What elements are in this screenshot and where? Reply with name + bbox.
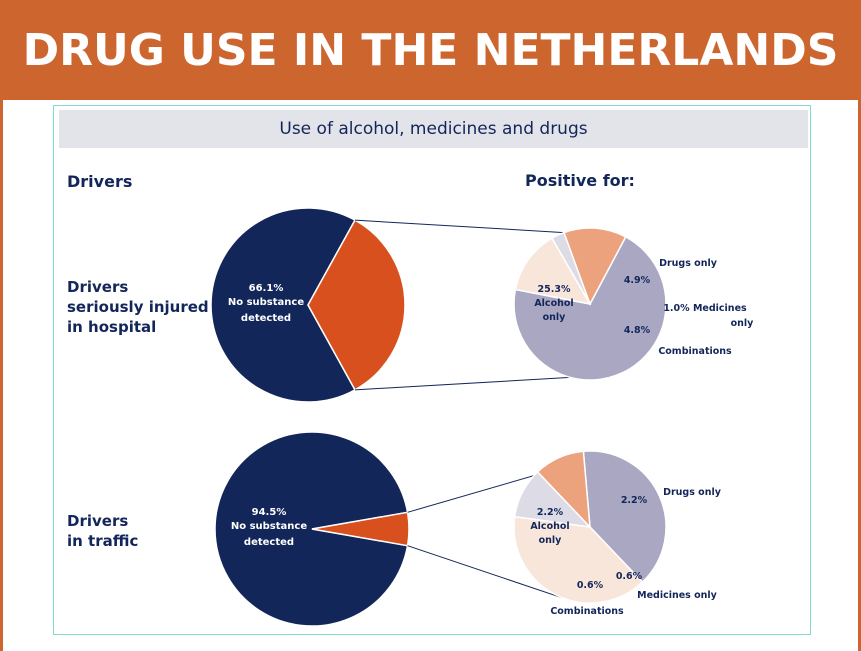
slice-label: Drugs only	[663, 487, 722, 498]
drivers-heading: Drivers	[67, 172, 133, 191]
data-label: 0.6%	[616, 571, 643, 582]
pie-slice-no-substance	[210, 207, 357, 403]
slice-label: only	[731, 318, 755, 329]
connector-line	[407, 545, 565, 599]
pie-slice-no-substance	[214, 431, 409, 627]
data-label: 66.1%	[249, 283, 284, 294]
row-label-line: in hospital	[67, 318, 157, 336]
chart-header-band	[59, 110, 808, 148]
slice-label: Combinations	[658, 346, 732, 357]
slice-label: Medicines only	[637, 590, 718, 601]
data-label: 4.8%	[624, 325, 651, 336]
data-label: 2.2% Alcohol only	[530, 507, 569, 546]
breakdown-slice	[563, 227, 627, 306]
data-label: 4.9%	[624, 275, 651, 286]
breakdown-slice	[514, 237, 592, 306]
left-border	[0, 100, 3, 651]
row-label-traffic: Drivers in traffic	[67, 511, 138, 551]
right-border	[858, 100, 861, 651]
row-label-hospital: Drivers seriously injured in hospital	[67, 277, 209, 337]
slice-label: No substance detected	[231, 521, 307, 548]
positive-for-heading: Positive for:	[525, 171, 635, 190]
slice-label: Combinations	[550, 606, 624, 617]
row-label-line: in traffic	[67, 532, 139, 550]
page-title: DRUG USE IN THE NETHERLANDS	[22, 24, 839, 76]
chart-frame	[53, 105, 811, 635]
pie-slice-positive	[307, 219, 406, 391]
title-banner	[0, 0, 861, 100]
data-label: 2.2%	[621, 495, 648, 506]
breakdown-slice	[582, 450, 667, 584]
slice-label: 1.0% Medicines	[663, 303, 747, 314]
data-label: 94.5%	[252, 507, 287, 518]
slice-label: No substance detected	[228, 297, 304, 324]
pie-slice-positive	[311, 511, 410, 547]
breakdown-slice	[513, 235, 667, 381]
breakdown-slice	[536, 450, 591, 530]
row-label-line: Drivers	[67, 278, 129, 296]
slice-label: Drugs only	[659, 258, 718, 269]
data-label: 0.6%	[577, 580, 604, 591]
breakdown-slice	[513, 515, 644, 604]
row-label-line: Drivers	[67, 512, 129, 530]
connector-line	[354, 376, 571, 391]
row-label-line: seriously injured	[67, 298, 209, 316]
chart-title: Use of alcohol, medicines and drugs	[279, 119, 588, 139]
data-label: 25.3% Alcohol only	[534, 284, 573, 323]
connector-line	[354, 219, 565, 234]
